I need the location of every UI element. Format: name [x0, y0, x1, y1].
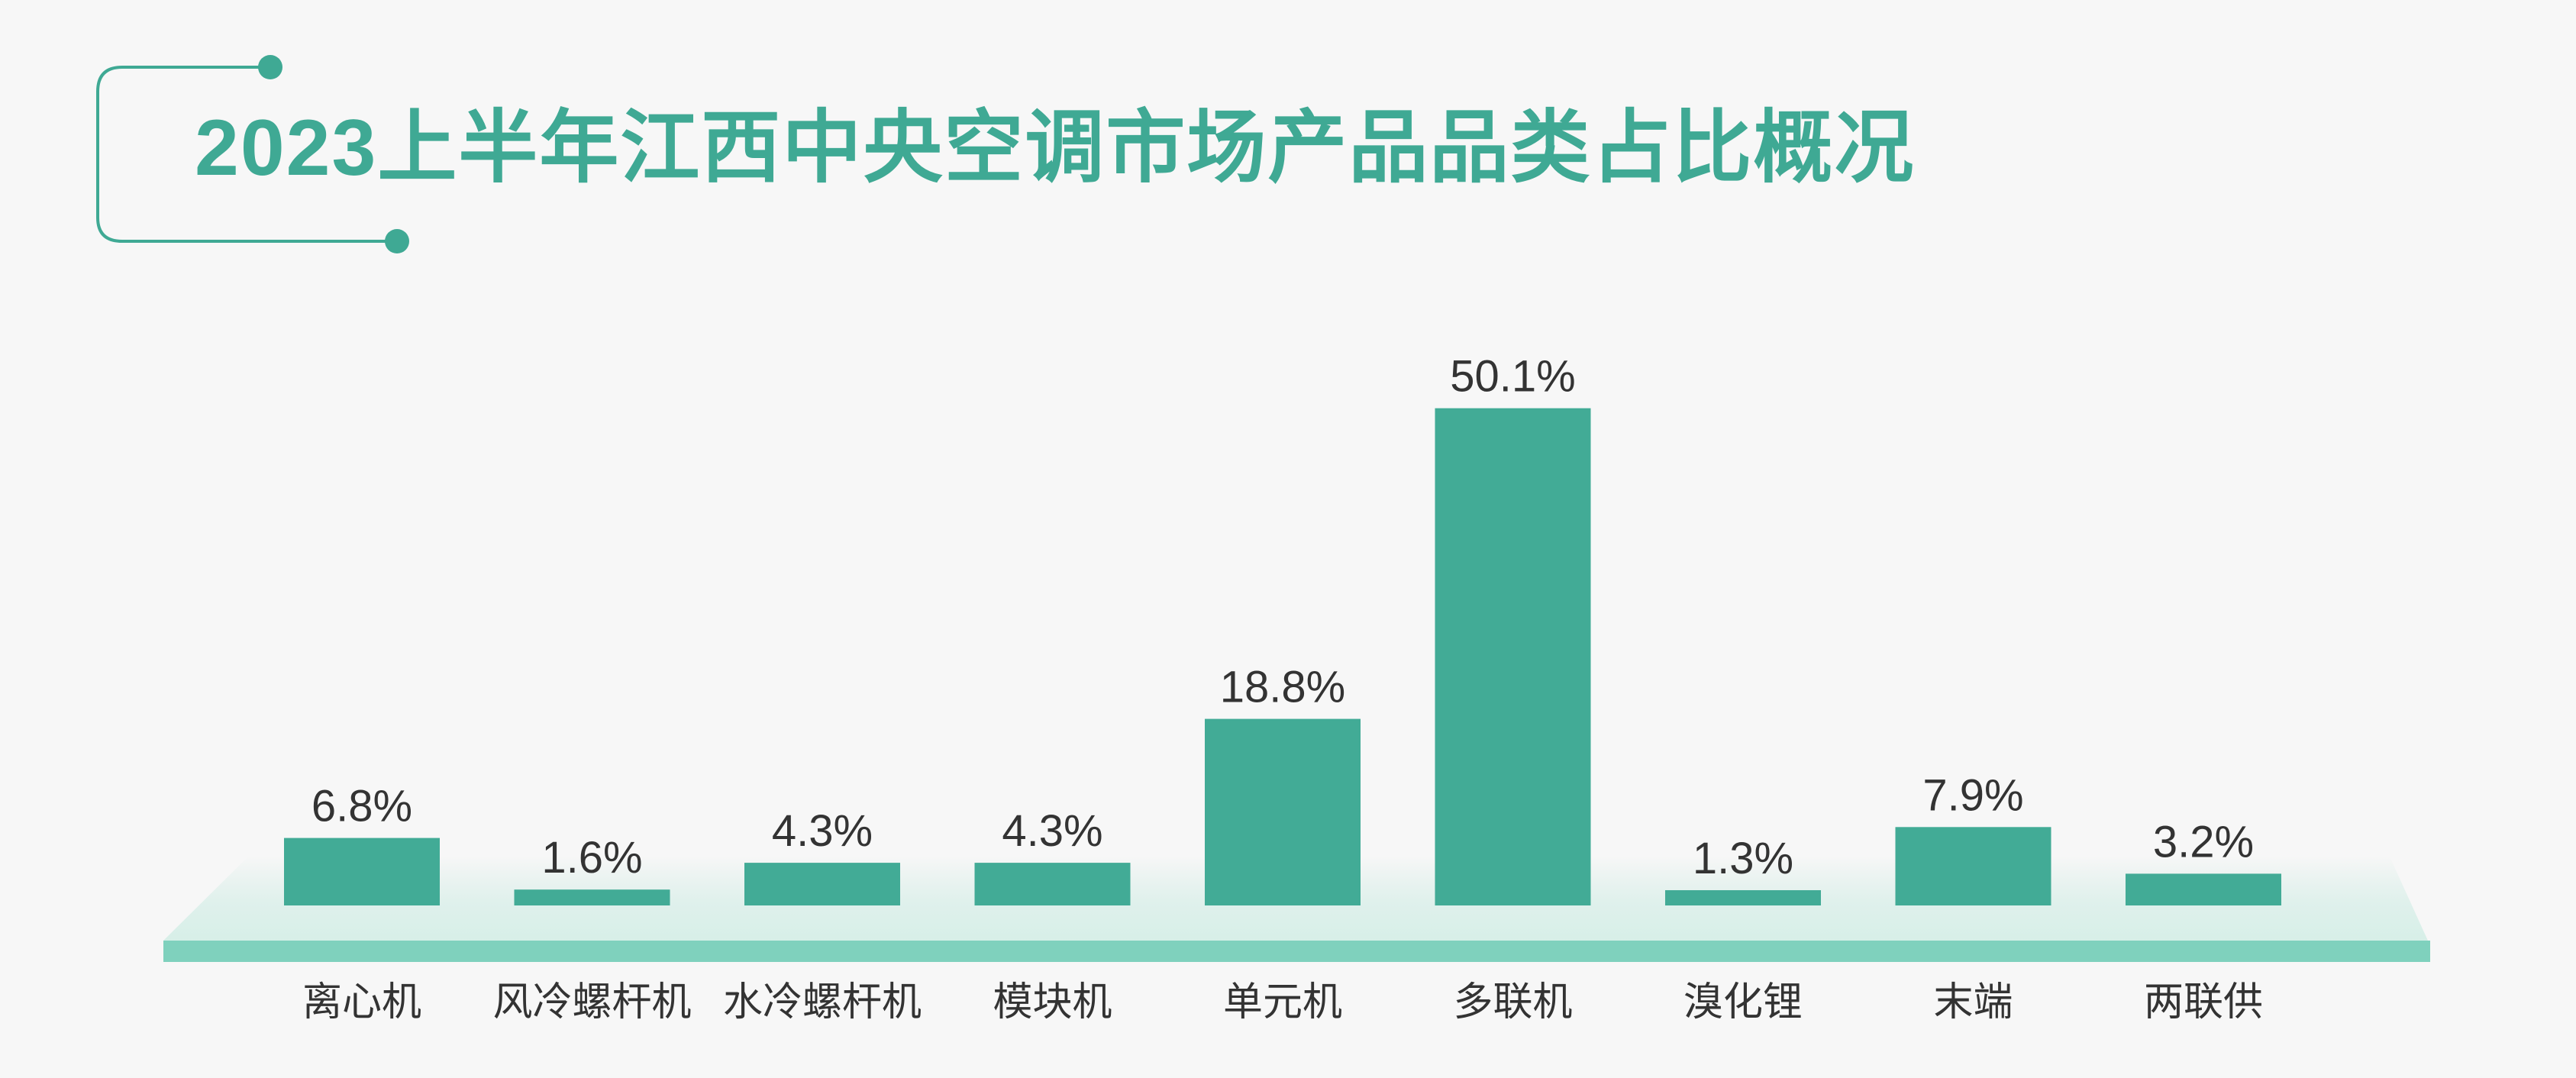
value-label-6: 50.1%: [1450, 352, 1575, 402]
chart-platform: [163, 941, 2430, 962]
value-labels-layer: 6.8% 1.6% 4.3% 4.3% 18.8% 50.1% 1.3% 7.9% 3.2%: [312, 352, 2254, 883]
title-bracket-line: [96, 66, 395, 243]
category-label-8: 末端: [1933, 980, 2013, 1025]
bar-6: [1435, 408, 1591, 905]
bar-7: [1665, 890, 1821, 905]
category-label-1: 离心机: [302, 980, 421, 1025]
category-label-6: 多联机: [1453, 980, 1572, 1025]
category-label-7: 溴化锂: [1683, 980, 1803, 1025]
bar-4: [974, 863, 1131, 905]
chart-title: 2023上半年江西中央空调市场产品品类占比概况: [195, 104, 1916, 192]
category-label-9: 两联供: [2144, 980, 2263, 1025]
value-label-3: 4.3%: [772, 806, 873, 856]
bar-9: [2126, 873, 2281, 905]
bar-5: [1205, 718, 1361, 905]
category-label-2: 风冷螺杆机: [492, 980, 691, 1025]
value-label-8: 7.9%: [1922, 770, 2023, 820]
value-label-9: 3.2%: [2153, 817, 2254, 867]
bar-8: [1895, 827, 2051, 905]
bar-3: [744, 863, 900, 905]
title-dot-top: [258, 55, 282, 79]
category-label-4: 模块机: [993, 980, 1112, 1025]
bars-layer: [284, 408, 2281, 905]
value-label-1: 6.8%: [312, 782, 412, 831]
category-label-3: 水冷螺杆机: [723, 980, 922, 1025]
category-labels-layer: 离心机 风冷螺杆机 水冷螺杆机 模块机 单元机 多联机 溴化锂 末端 两联供: [302, 980, 2263, 1025]
value-label-5: 18.8%: [1220, 663, 1345, 712]
bar-2: [514, 889, 670, 905]
category-label-5: 单元机: [1223, 980, 1342, 1025]
bar-1: [284, 838, 440, 905]
value-label-4: 4.3%: [1002, 806, 1102, 856]
title-dot-bottom: [385, 229, 409, 253]
title-decoration: [96, 55, 409, 253]
value-label-7: 1.3%: [1693, 834, 1793, 883]
value-label-2: 1.6%: [541, 833, 642, 883]
